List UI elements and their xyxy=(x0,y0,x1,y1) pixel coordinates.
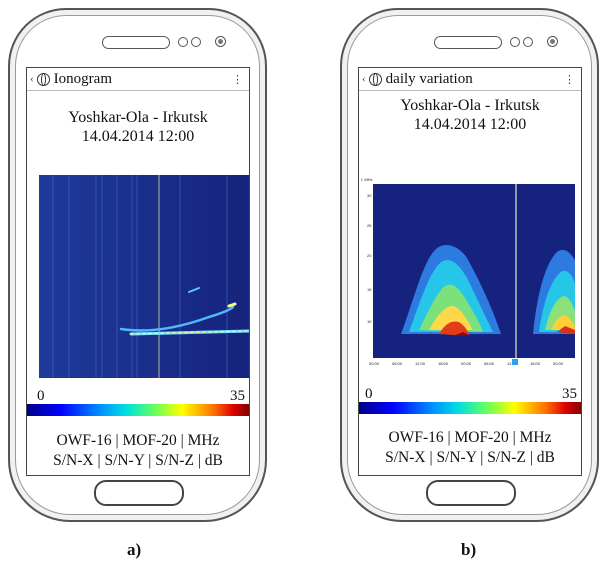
x-tick: 18:00 xyxy=(530,361,541,366)
frequency-summary: OWF-16 | MOF-20 | MHz xyxy=(388,429,552,446)
datetime-label: 14.04.2014 12:00 xyxy=(81,128,195,145)
camera-icon xyxy=(215,36,226,47)
app-title: Ionogram xyxy=(53,70,112,87)
phone-b: ‹ daily variation ⋮ Yoshkar-Ola - Irkuts… xyxy=(340,8,599,522)
phone-a: ‹ Ionogram ⋮ Yoshkar-Ola - Irkutsk 14.04… xyxy=(8,8,267,522)
scale-max-label: 35 xyxy=(562,386,577,402)
snr-summary: S/N-X | S/N-Y | S/N-Z | dB xyxy=(53,452,223,469)
speaker-grille xyxy=(434,36,502,49)
x-tick: 00:00 xyxy=(369,361,380,366)
home-button[interactable] xyxy=(94,480,184,506)
phone-screen: ‹ daily variation ⋮ Yoshkar-Ola - Irkuts… xyxy=(358,67,582,476)
daily-variation-plot[interactable] xyxy=(373,184,575,358)
more-vertical-icon[interactable]: ⋮ xyxy=(232,73,243,86)
globe-icon xyxy=(368,72,382,86)
route-label: Yoshkar-Ola - Irkutsk xyxy=(68,109,208,126)
chevron-left-icon[interactable]: ‹ xyxy=(30,73,34,85)
y-tick: 15 xyxy=(367,287,372,292)
camera-icon xyxy=(547,36,558,47)
time-cursor-handle[interactable] xyxy=(512,359,518,365)
color-scale-bar xyxy=(359,402,581,414)
y-tick: 20 xyxy=(367,253,372,258)
ionogram-plot[interactable] xyxy=(39,175,249,378)
y-tick: 10 xyxy=(367,319,372,324)
globe-icon xyxy=(36,72,50,86)
more-vertical-icon[interactable]: ⋮ xyxy=(564,73,575,86)
x-tick: 00:00 xyxy=(553,361,564,366)
app-bar: ‹ daily variation ⋮ xyxy=(359,68,581,91)
speaker-grille xyxy=(102,36,170,49)
sensor-icon xyxy=(510,37,520,47)
scale-max-label: 35 xyxy=(230,388,245,404)
y-tick: 25 xyxy=(367,223,372,228)
x-tick: 06:00 xyxy=(392,361,403,366)
snr-summary: S/N-X | S/N-Y | S/N-Z | dB xyxy=(385,449,555,466)
app-bar: ‹ Ionogram ⋮ xyxy=(27,68,249,91)
caption-b: b) xyxy=(461,540,477,559)
caption-a: a) xyxy=(127,540,142,559)
frequency-summary: OWF-16 | MOF-20 | MHz xyxy=(56,432,220,449)
app-title: daily variation xyxy=(385,70,473,87)
x-tick: 18:00 xyxy=(438,361,449,366)
y-tick: 30 xyxy=(367,193,372,198)
phone-screen: ‹ Ionogram ⋮ Yoshkar-Ola - Irkutsk 14.04… xyxy=(26,67,250,476)
scale-min-label: 0 xyxy=(37,388,45,404)
chevron-left-icon[interactable]: ‹ xyxy=(362,73,366,85)
daily-variation-image xyxy=(373,184,575,358)
y-axis-unit: f, MHz xyxy=(361,177,373,182)
x-tick: 06:00 xyxy=(484,361,495,366)
home-button[interactable] xyxy=(426,480,516,506)
color-scale-bar xyxy=(27,404,249,416)
datetime-label: 14.04.2014 12:00 xyxy=(413,116,527,133)
sensor-icon xyxy=(178,37,188,47)
x-tick: 00:00 xyxy=(461,361,472,366)
sensor-icon xyxy=(523,37,533,47)
scale-min-label: 0 xyxy=(365,386,373,402)
route-label: Yoshkar-Ola - Irkutsk xyxy=(400,97,540,114)
sensor-icon xyxy=(191,37,201,47)
ionogram-image xyxy=(39,175,249,378)
x-tick: 12:00 xyxy=(415,361,426,366)
